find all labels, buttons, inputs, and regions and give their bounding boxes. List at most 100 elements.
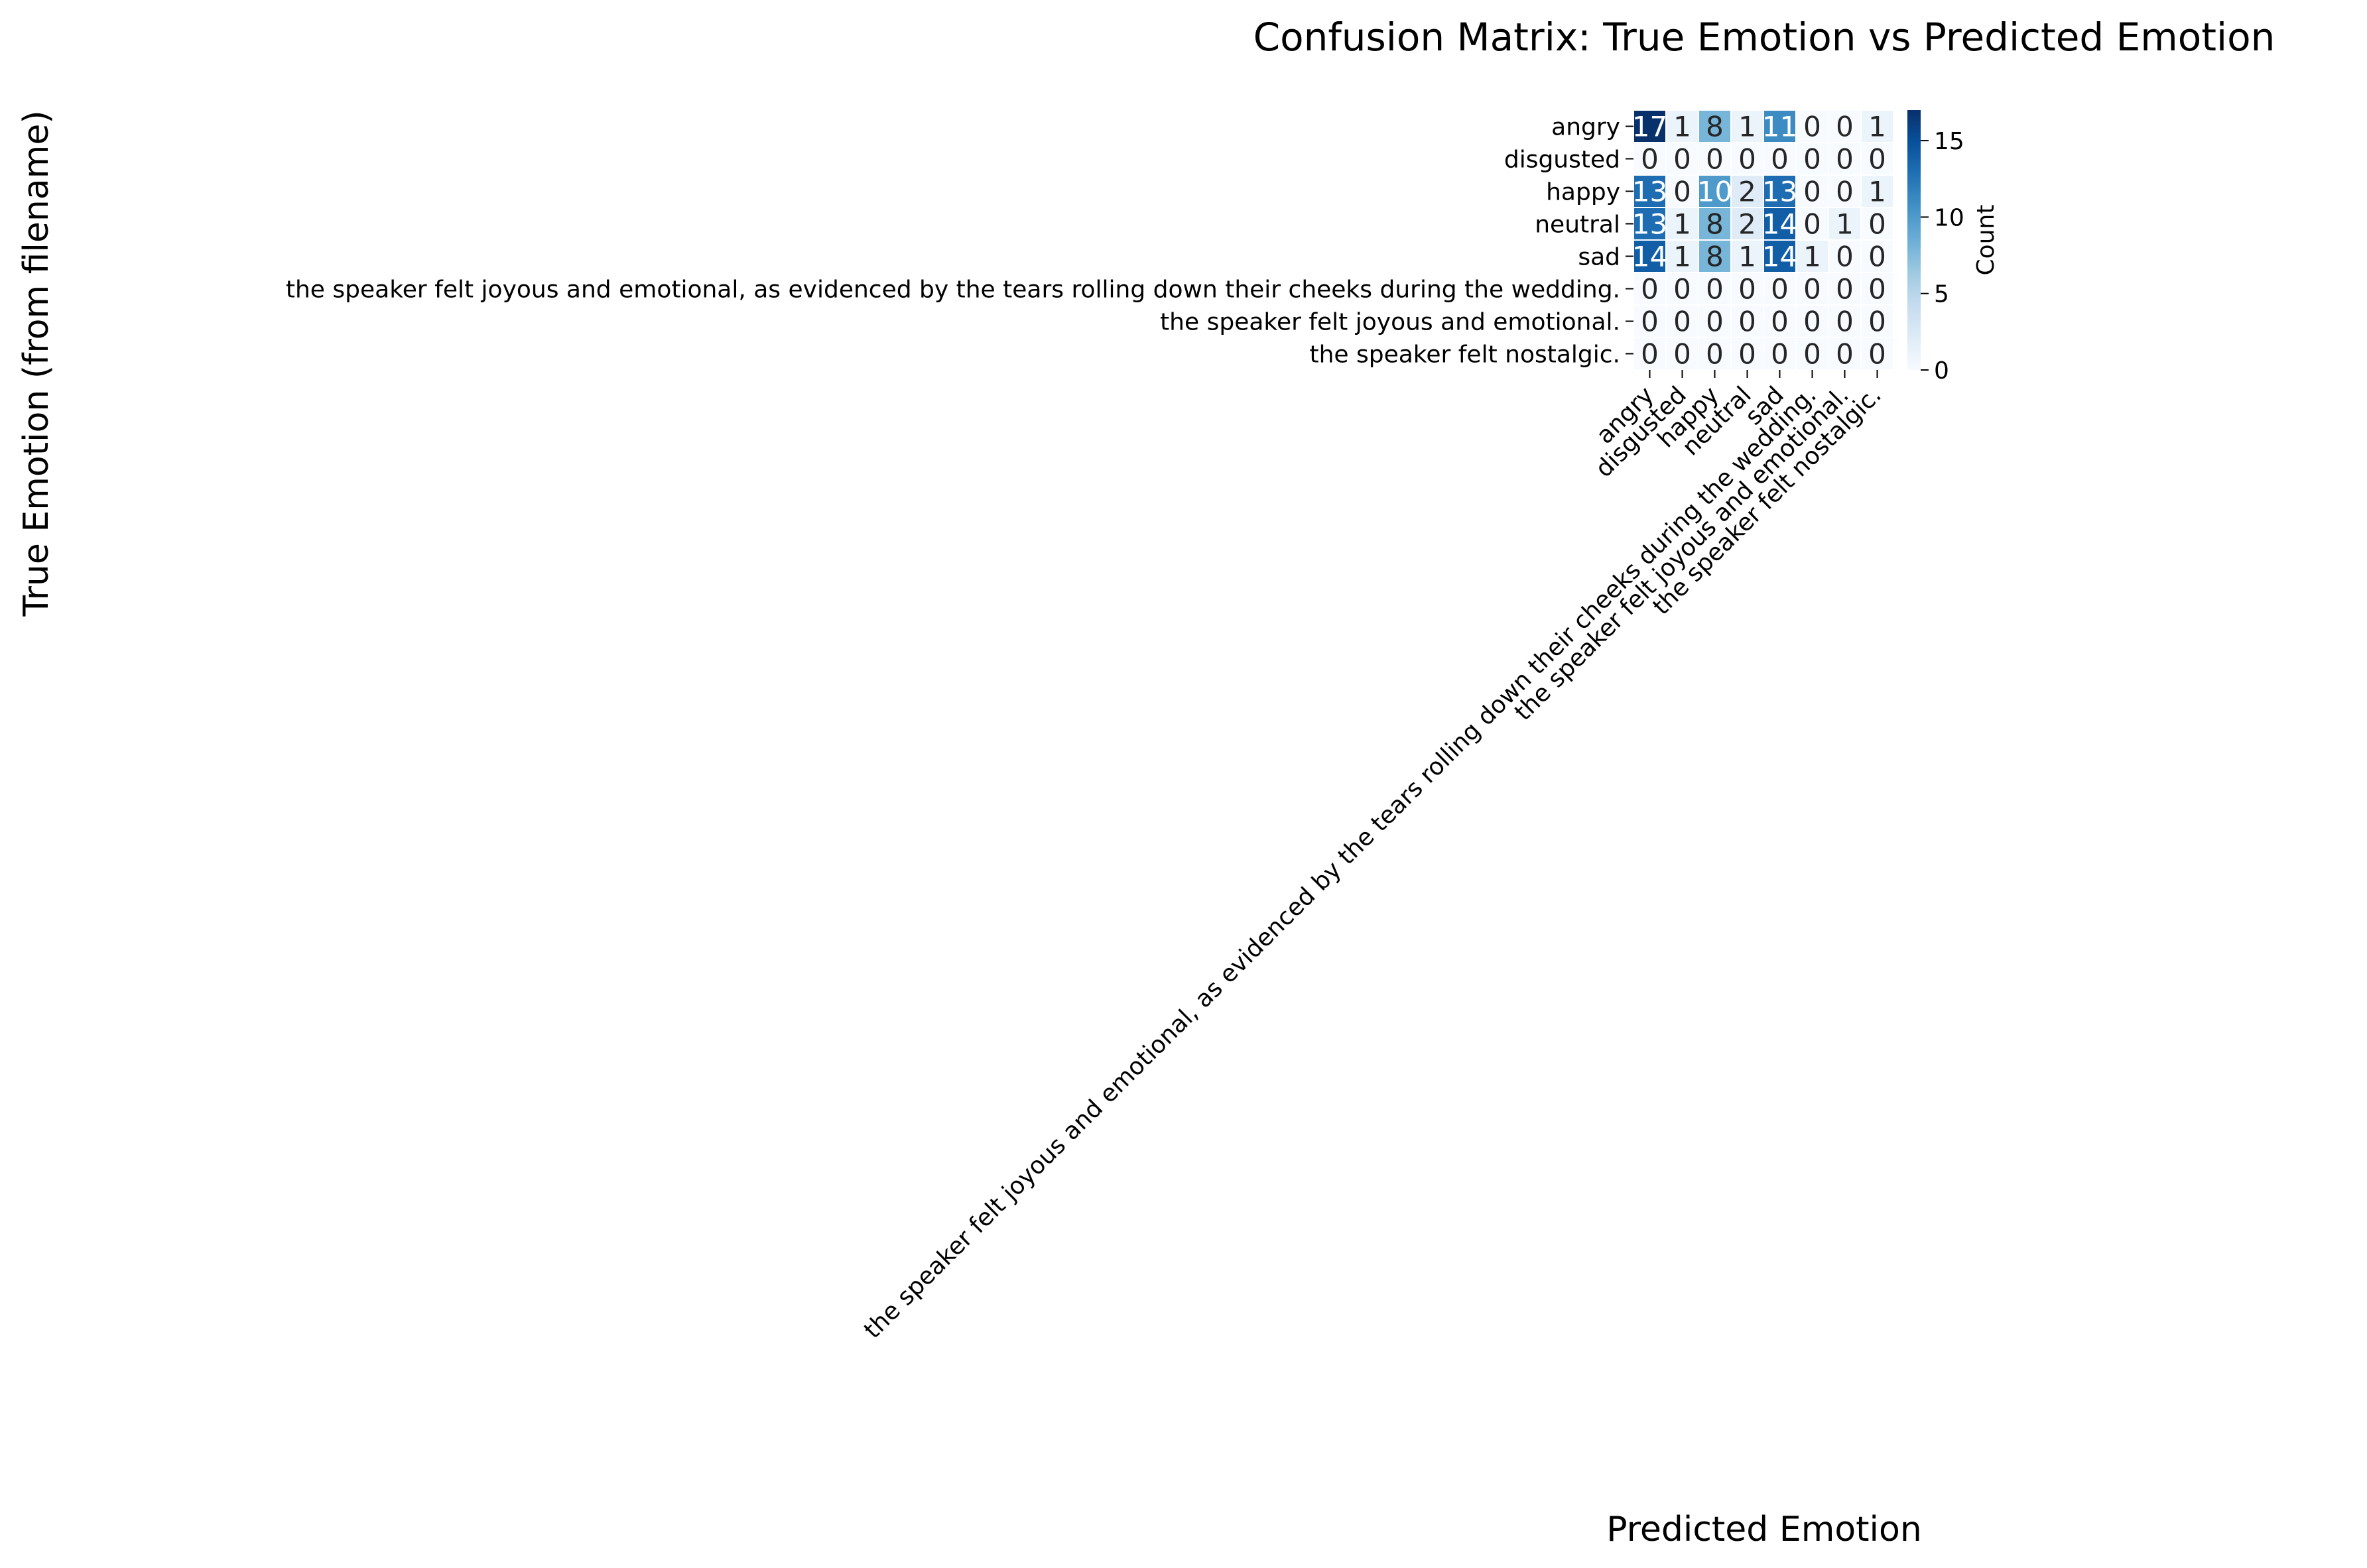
cell-value-label: 0 xyxy=(1738,143,1756,176)
y-tick-label: neutral xyxy=(1535,211,1620,239)
cell-value-label: 0 xyxy=(1673,338,1691,371)
cell-value-label: 1 xyxy=(1673,208,1691,241)
heatmap-cell xyxy=(1698,174,1732,208)
heatmap-cell xyxy=(1665,142,1699,176)
cell-value-label: 0 xyxy=(1803,306,1821,338)
heatmap-cell xyxy=(1860,304,1894,338)
cell-value-label: 8 xyxy=(1706,208,1724,241)
colorbar-tick-label: 15 xyxy=(1934,128,1964,155)
cell-value-label: 0 xyxy=(1706,338,1724,371)
heatmap-cell xyxy=(1860,109,1894,143)
heatmap-cell xyxy=(1763,337,1797,371)
cell-value-label: 0 xyxy=(1868,273,1886,306)
cell-value-label: 0 xyxy=(1738,338,1756,371)
cell-value-label: 0 xyxy=(1836,111,1854,143)
cell-value-label: 0 xyxy=(1868,208,1886,241)
heatmap-grid: 17 1 8 1 11 0 0 10 0 0 0 0 0 0 013 0 10 2 13 0 0 113 1 8 2 14 0 1 01… xyxy=(1632,109,1894,371)
heatmap-cell xyxy=(1698,304,1732,338)
cell-value-label: 0 xyxy=(1673,176,1691,208)
cell-value-label: 0 xyxy=(1868,306,1886,338)
heatmap-cell xyxy=(1730,239,1764,273)
colorbar-gradient xyxy=(1907,110,1921,370)
cell-value-label: 1 xyxy=(1868,176,1886,208)
y-tick-label: the speaker felt nostalgic. xyxy=(1309,341,1620,369)
cell-value-label: 0 xyxy=(1641,306,1659,338)
cell-value-label: 0 xyxy=(1836,338,1854,371)
y-tick-label: happy xyxy=(1546,179,1620,206)
cell-value-label: 2 xyxy=(1738,208,1756,241)
heatmap-cell xyxy=(1795,304,1829,338)
cell-value-label: 1 xyxy=(1673,241,1691,273)
cell-value-label: 1 xyxy=(1673,111,1691,143)
cell-value-label: 0 xyxy=(1836,273,1854,306)
cell-value-label: 0 xyxy=(1641,143,1659,176)
cell-value-label: 0 xyxy=(1706,143,1724,176)
cell-value-label: 1 xyxy=(1836,208,1854,241)
cell-value-label: 14 xyxy=(1762,208,1797,241)
heatmap-cell xyxy=(1795,142,1829,176)
cell-value-label: 0 xyxy=(1836,241,1854,273)
heatmap-cell xyxy=(1860,142,1894,176)
y-tick-label: angry xyxy=(1551,114,1620,141)
heatmap-cell xyxy=(1828,174,1862,208)
cell-value-label: 0 xyxy=(1738,306,1756,338)
y-tick-label: sad xyxy=(1578,244,1620,271)
cell-value-label: 0 xyxy=(1803,273,1821,306)
colorbar-label: Count xyxy=(1972,205,2000,276)
heatmap-cell xyxy=(1860,337,1894,371)
x-tick-label: the speaker felt joyous and emotional, a… xyxy=(859,381,1822,1344)
cell-value-label: 0 xyxy=(1836,176,1854,208)
cell-value-label: 0 xyxy=(1738,273,1756,306)
heatmap-cell xyxy=(1763,174,1797,208)
cell-value-label: 0 xyxy=(1868,143,1886,176)
cell-value-label: 8 xyxy=(1706,111,1724,143)
cell-value-label: 1 xyxy=(1868,111,1886,143)
heatmap-cell xyxy=(1795,272,1829,306)
cell-value-label: 13 xyxy=(1632,176,1667,208)
heatmap-cell xyxy=(1763,207,1797,241)
y-tick-label: disgusted xyxy=(1504,147,1620,174)
heatmap-cell xyxy=(1828,304,1862,338)
cell-value-label: 13 xyxy=(1632,208,1667,241)
heatmap-cell xyxy=(1698,337,1732,371)
heatmap-cell xyxy=(1730,142,1764,176)
cell-value-label: 8 xyxy=(1706,241,1724,273)
cell-value-label: 0 xyxy=(1803,338,1821,371)
heatmap-cell xyxy=(1763,272,1797,306)
cell-value-label: 0 xyxy=(1868,338,1886,371)
cell-value-label: 0 xyxy=(1836,306,1854,338)
cell-value-label: 0 xyxy=(1673,306,1691,338)
cell-value-label: 0 xyxy=(1803,111,1821,143)
cell-value-label: 17 xyxy=(1632,111,1667,143)
heatmap-cell xyxy=(1795,109,1829,143)
cell-value-label: 0 xyxy=(1673,143,1691,176)
y-axis-label: True Emotion (from filename) xyxy=(17,110,56,617)
heatmap-cell xyxy=(1730,174,1764,208)
colorbar-tick-label: 0 xyxy=(1934,357,1949,385)
cell-value-label: 0 xyxy=(1771,273,1789,306)
cell-value-label: 0 xyxy=(1803,208,1821,241)
cell-value-label: 0 xyxy=(1706,273,1724,306)
cell-value-label: 14 xyxy=(1632,241,1667,273)
colorbar-tick-label: 5 xyxy=(1934,281,1949,308)
y-tick-label: the speaker felt joyous and emotional, a… xyxy=(286,276,1620,304)
cell-value-label: 0 xyxy=(1641,338,1659,371)
cell-value-label: 0 xyxy=(1706,306,1724,338)
cell-value-label: 10 xyxy=(1697,176,1732,208)
row-labels: angry disgusted happy neutral sad the speaker… xyxy=(286,114,1633,369)
cell-value-label: 11 xyxy=(1762,111,1797,143)
heatmap-cell xyxy=(1795,174,1829,208)
chart-title: Confusion Matrix: True Emotion vs Predic… xyxy=(1253,15,2275,60)
cell-value-label: 2 xyxy=(1738,176,1756,208)
cell-value-label: 1 xyxy=(1738,111,1756,143)
cell-value-label: 0 xyxy=(1673,273,1691,306)
cell-value-label: 0 xyxy=(1771,338,1789,371)
heatmap-cell xyxy=(1665,304,1699,338)
cell-value-label: 0 xyxy=(1868,241,1886,273)
cell-value-label: 1 xyxy=(1738,241,1756,273)
heatmap-cell xyxy=(1763,304,1797,338)
x-axis-label: Predicted Emotion xyxy=(1606,1510,1922,1549)
cell-value-label: 0 xyxy=(1771,143,1789,176)
cell-value-label: 0 xyxy=(1803,176,1821,208)
